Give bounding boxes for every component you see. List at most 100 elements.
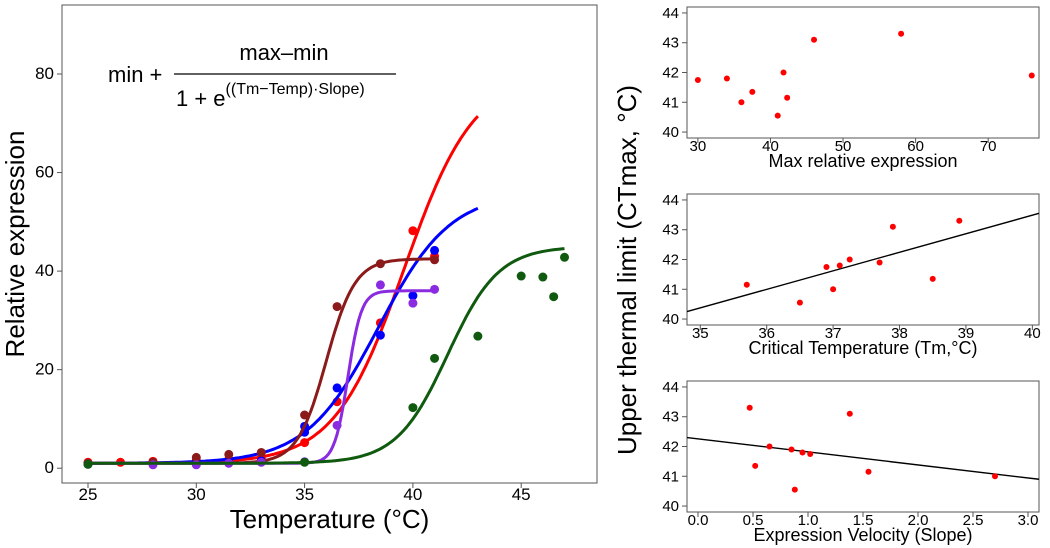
data-point — [430, 255, 440, 265]
x-tick-label: 36 — [758, 325, 775, 342]
data-point — [738, 99, 745, 106]
y-tick-label: 43 — [662, 222, 679, 239]
data-point — [811, 36, 818, 43]
data-point — [408, 403, 418, 413]
data-point — [788, 446, 795, 453]
data-point — [375, 330, 385, 340]
y-tick-label: 40 — [662, 311, 679, 328]
data-point — [408, 226, 418, 236]
equation-prefix: min + — [108, 62, 162, 87]
y-tick-label: 42 — [662, 252, 679, 269]
x-tick-label: 38 — [891, 325, 908, 342]
data-point — [332, 420, 342, 430]
data-point — [846, 410, 853, 417]
data-point — [749, 88, 756, 95]
y-tick-label: 20 — [35, 360, 54, 379]
x-tick-label: 1.0 — [798, 512, 819, 529]
x-tick-label: 40 — [403, 485, 422, 504]
x-axis-title: Temperature (°C) — [230, 504, 430, 534]
data-point — [332, 302, 342, 312]
data-point — [836, 262, 843, 269]
plot-frame — [61, 4, 598, 484]
y-tick-label: 43 — [662, 35, 679, 52]
data-point — [799, 449, 806, 456]
data-point — [560, 252, 570, 262]
x-tick-label: 3.0 — [1018, 512, 1039, 529]
x-tick-label: 50 — [835, 138, 852, 155]
y-tick-label: 42 — [662, 65, 679, 82]
data-point — [791, 486, 798, 493]
data-point — [780, 69, 787, 76]
expression-velocity-chart: 0.0 0.5 1.0 1.5 2.0 2.5 3.0 40 41 42 43 44 Expressio… — [662, 379, 1040, 545]
x-tick-label: 30 — [690, 138, 707, 155]
data-point — [375, 259, 385, 269]
data-point — [300, 438, 310, 448]
x-axis-title: Expression Velocity (Slope) — [753, 525, 972, 545]
data-point — [408, 298, 418, 308]
y-tick-label: 40 — [662, 498, 679, 515]
data-point — [549, 292, 559, 302]
y-tick-label: 42 — [662, 439, 679, 456]
y-tick-label: 41 — [662, 94, 679, 111]
fit-curve — [88, 207, 479, 465]
equation-denominator-base: 1 + e — [176, 86, 226, 111]
y-tick-label: 60 — [35, 163, 54, 182]
data-point — [694, 76, 701, 83]
data-point — [408, 291, 418, 301]
x-tick-label: 39 — [958, 325, 975, 342]
data-point — [746, 404, 753, 411]
equation-numerator: max–min — [239, 40, 328, 65]
x-tick-label: 2.0 — [908, 512, 929, 529]
data-point — [1028, 72, 1035, 79]
x-tick-label: 60 — [907, 138, 924, 155]
data-point — [516, 271, 526, 281]
y-tick-label: 40 — [662, 124, 679, 141]
y-tick-label: 43 — [662, 409, 679, 426]
x-axis-title: Max relative expression — [768, 151, 957, 171]
data-point — [807, 450, 814, 457]
fit-curve — [88, 257, 435, 465]
fit-curve — [88, 247, 565, 465]
equation-denominator-exponent: ((Tm−Temp)·Slope) — [226, 81, 365, 98]
data-point — [956, 217, 963, 224]
data-point — [823, 263, 830, 270]
x-axis-title: Critical Temperature (Tm,°C) — [749, 338, 978, 358]
main-chart: 25 30 35 40 45 0 20 40 60 80 Temperature (°C) Relat… — [0, 4, 598, 534]
plot-frame — [686, 380, 1040, 513]
data-point — [191, 452, 201, 462]
data-point — [865, 468, 872, 475]
plot-frame — [686, 6, 1040, 139]
critical-temperature-chart: 35 36 37 38 39 40 40 41 42 43 44 Critical Temperatu… — [662, 192, 1040, 358]
x-tick-label: 0.5 — [743, 512, 764, 529]
y-tick-label: 80 — [35, 64, 54, 83]
x-tick-label: 35 — [692, 325, 709, 342]
y-tick-label: 41 — [662, 281, 679, 298]
data-point — [743, 281, 750, 288]
x-tick-label: 40 — [1024, 325, 1041, 342]
x-tick-label: 37 — [825, 325, 842, 342]
data-point — [300, 457, 310, 467]
equation: min + max–min 1 + e((Tm−Temp)·Slope) — [108, 40, 396, 111]
data-point — [830, 286, 837, 293]
data-point — [796, 299, 803, 306]
data-point — [473, 331, 483, 341]
data-point — [889, 223, 896, 230]
data-point — [332, 383, 342, 393]
y-tick-label: 41 — [662, 468, 679, 485]
data-point — [256, 447, 266, 457]
data-point — [375, 280, 385, 290]
data-point — [752, 462, 759, 469]
x-tick-label: 70 — [980, 138, 997, 155]
data-point — [224, 449, 234, 459]
x-tick-label: 2.5 — [963, 512, 984, 529]
data-point — [300, 410, 310, 420]
x-tick-label: 40 — [762, 138, 779, 155]
data-point — [992, 473, 998, 480]
y-tick-label: 40 — [35, 261, 54, 280]
y-axis-title: Relative expression — [0, 131, 30, 358]
data-point — [784, 94, 791, 101]
data-point — [83, 459, 93, 469]
trend-line — [686, 212, 1040, 313]
x-tick-label: 0.0 — [688, 512, 709, 529]
